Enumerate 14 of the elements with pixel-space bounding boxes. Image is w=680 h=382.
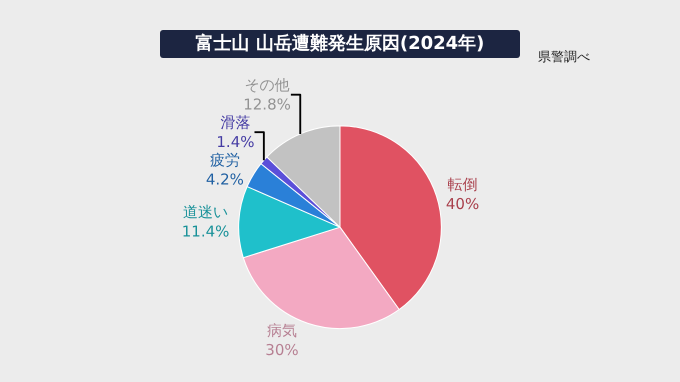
data-label: 30% xyxy=(265,341,299,360)
slice-label: 疲労 xyxy=(210,150,240,169)
chart-title: 富士山 山岳遭難発生原因(2024年) xyxy=(160,30,520,58)
slice-label: 道迷い xyxy=(183,202,228,221)
data-label: 1.4% xyxy=(216,132,254,151)
slice-label: 転倒 xyxy=(448,176,478,194)
slice-label: その他 xyxy=(244,76,290,94)
data-label: 40% xyxy=(446,195,480,214)
data-label: 4.2% xyxy=(206,170,244,188)
data-label: 12.8% xyxy=(243,95,291,114)
slice-label: 病気 xyxy=(266,322,297,340)
text: 県警調べ xyxy=(538,50,590,65)
data-label: 11.4% xyxy=(182,222,230,240)
slice-label: 滑落 xyxy=(220,113,250,132)
